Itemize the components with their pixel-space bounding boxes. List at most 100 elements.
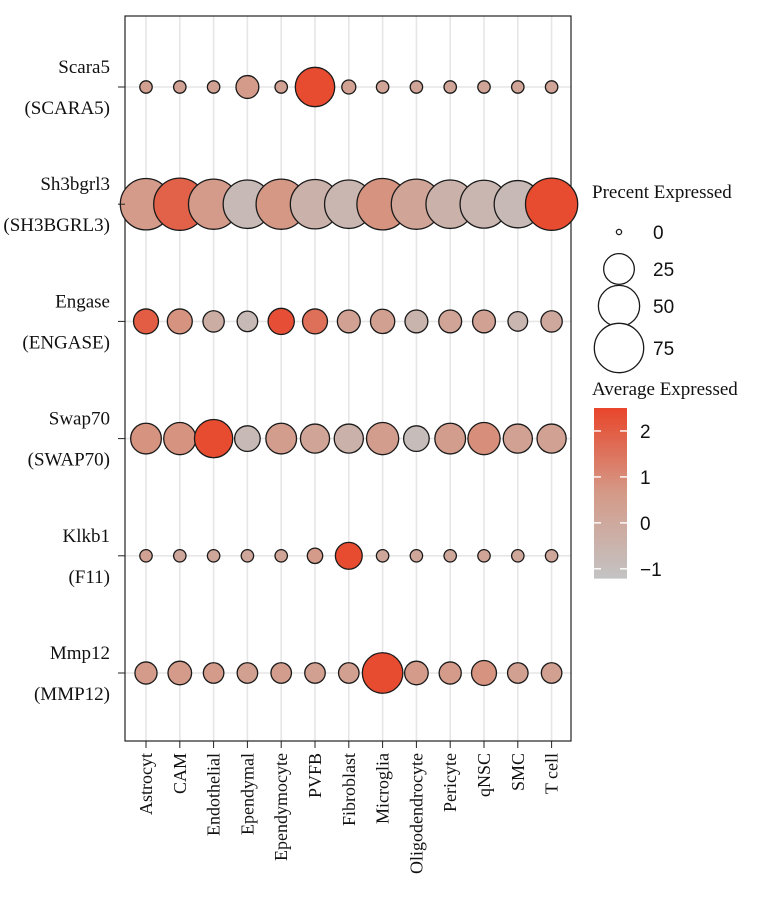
dot xyxy=(306,547,324,565)
color-bar-segment xyxy=(594,459,627,463)
color-bar-segment xyxy=(594,575,627,579)
dot xyxy=(443,548,458,563)
y-tick-label: Scara5 xyxy=(58,57,110,78)
y-tick-sublabel: (ENGASE) xyxy=(22,332,110,353)
dot xyxy=(471,309,497,334)
y-tick-label: Swap70 xyxy=(49,409,110,430)
y-tick-sublabel: (MMP12) xyxy=(34,684,110,705)
color-bar-segment xyxy=(594,461,627,466)
dot xyxy=(139,548,153,563)
color-legend-label: −1 xyxy=(640,560,662,581)
dot xyxy=(507,310,529,332)
dot xyxy=(193,418,234,459)
dot xyxy=(434,422,467,455)
size-legend-circle xyxy=(615,228,623,236)
color-bar-segment xyxy=(594,555,627,559)
dot xyxy=(294,66,336,108)
color-bar-segment xyxy=(594,410,627,415)
color-bar-segment xyxy=(594,470,627,474)
color-bar-segment xyxy=(594,408,627,412)
color-legend-title: Average Expressed xyxy=(592,379,738,400)
x-tick-label: PVFB xyxy=(305,753,325,798)
x-tick-label: Fibroblast xyxy=(339,753,359,826)
dot xyxy=(132,308,160,335)
color-bar-segment xyxy=(594,498,627,503)
color-bar-segment xyxy=(594,430,627,435)
color-bar-segment xyxy=(594,535,627,539)
color-bar-segment xyxy=(594,493,627,497)
dot xyxy=(544,80,559,94)
color-legend-label: 2 xyxy=(640,422,651,443)
color-bar-segment xyxy=(594,544,627,548)
dot xyxy=(341,79,357,95)
dot xyxy=(470,659,498,687)
color-bar-segment xyxy=(594,490,627,494)
color-bar-segment xyxy=(594,453,627,457)
color-bar-segment xyxy=(594,558,627,562)
dot xyxy=(270,662,293,684)
dot xyxy=(130,422,162,455)
x-tick-label: Microglia xyxy=(373,753,393,824)
dot xyxy=(202,310,225,333)
color-legend: Average Expressed 2 1 0 −1 xyxy=(592,379,738,581)
dot xyxy=(172,548,187,563)
dot xyxy=(540,662,563,684)
color-bar-segment xyxy=(594,518,627,522)
x-axis: Astrocyt CAM Endothelial Ependymal Ependymoc… xyxy=(136,741,562,874)
color-bar-segment xyxy=(594,527,627,531)
dot xyxy=(274,80,289,94)
x-tick-label: SMC xyxy=(508,753,528,791)
color-bar-segment xyxy=(594,436,627,440)
grid-lines xyxy=(125,16,571,741)
dot xyxy=(167,660,193,686)
dot xyxy=(265,422,298,455)
dot xyxy=(506,662,529,684)
color-bar-segment xyxy=(594,572,627,576)
dot xyxy=(477,80,491,94)
y-tick-label: Engase xyxy=(55,291,110,312)
dot xyxy=(206,80,221,94)
dots xyxy=(119,66,579,694)
y-tick-sublabel: (SWAP70) xyxy=(28,450,110,471)
dot xyxy=(443,80,458,94)
color-bar-segment xyxy=(594,444,627,449)
color-legend-label: 1 xyxy=(640,468,651,489)
dot xyxy=(274,548,289,563)
color-bar-segment xyxy=(594,501,627,505)
dot xyxy=(236,662,259,684)
color-bar-segment xyxy=(594,566,627,571)
color-bar-segment xyxy=(594,552,627,556)
color-bar-segment xyxy=(594,433,627,437)
color-bar-segment xyxy=(594,413,627,418)
dot xyxy=(361,652,404,694)
color-bar-segment xyxy=(594,504,627,508)
dot xyxy=(233,425,261,453)
dot xyxy=(139,80,153,94)
color-bar-segment xyxy=(594,447,627,452)
dot xyxy=(409,80,424,94)
dot xyxy=(536,423,567,454)
dot xyxy=(369,308,396,335)
color-bar-segment xyxy=(594,442,627,446)
dot xyxy=(510,80,525,94)
dot xyxy=(404,309,429,334)
dot xyxy=(267,307,295,336)
color-bar-segment xyxy=(594,484,627,488)
dot xyxy=(333,423,365,454)
color-bar-segment xyxy=(594,478,627,483)
color-bar-segment xyxy=(594,467,627,471)
dot xyxy=(334,541,363,570)
dot xyxy=(409,548,424,563)
x-tick-label: T cell xyxy=(542,753,562,794)
color-bar-segment xyxy=(594,524,627,528)
size-legend-label: 0 xyxy=(653,223,664,244)
y-tick-sublabel: (SH3BGRL3) xyxy=(3,215,110,236)
dot xyxy=(301,308,329,335)
dot xyxy=(438,661,462,685)
dot xyxy=(510,548,525,563)
color-bar-segment xyxy=(594,538,627,542)
y-tick-label: Mmp12 xyxy=(50,643,110,664)
dot xyxy=(336,309,361,334)
dot xyxy=(240,548,255,563)
size-legend-circle xyxy=(597,284,641,328)
